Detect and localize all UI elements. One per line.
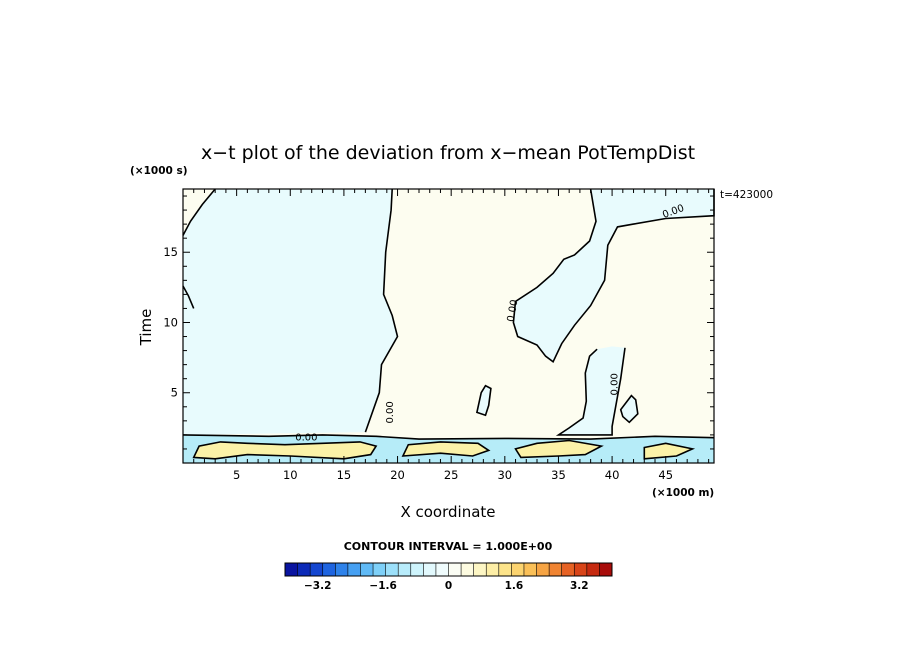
y-tick-label: 10 [163, 315, 178, 329]
x-unit-label: (×1000 m) [652, 487, 714, 499]
warm-patch [193, 441, 377, 459]
colorbar-tick-label: 1.6 [505, 580, 524, 592]
negative-region-upper-right [513, 189, 714, 362]
x-tick-label: 25 [444, 468, 459, 482]
contour-line [401, 441, 491, 457]
contour-line [643, 442, 696, 460]
contour-line [192, 441, 378, 460]
colorbar-swatch [574, 563, 588, 576]
colorbar-swatch [549, 563, 562, 576]
colorbar-frame [284, 562, 613, 577]
contour-interval-text: CONTOUR INTERVAL = 1.000E+00 [344, 540, 553, 553]
colorbar-tick-label: −3.2 [304, 580, 331, 592]
negative-region-left [183, 189, 398, 435]
colorbar-tick-label: 3.2 [570, 580, 589, 592]
colorbar-swatch [536, 563, 550, 576]
contour-label: 0.00 [609, 373, 620, 395]
contour-label: 0.00 [506, 299, 521, 323]
time-stamp: t=423000 [720, 189, 773, 201]
x-tick-label: 15 [337, 468, 352, 482]
colorbar-swatch [498, 563, 512, 576]
colorbar-swatch [310, 563, 324, 576]
colorbar-tick-label: −1.6 [369, 580, 396, 592]
colorbar-swatch [398, 563, 412, 576]
colorbar-swatch [297, 563, 311, 576]
zero-contour-line [555, 347, 626, 436]
negative-patch [620, 395, 638, 423]
colorbar-swatch [285, 563, 298, 576]
colorbar-swatch [335, 563, 349, 576]
x-tick-label: 30 [497, 468, 512, 482]
colorbar-swatch [373, 563, 386, 576]
colorbar-swatch [360, 563, 374, 576]
contour-line [514, 439, 604, 459]
x-tick-label: 10 [283, 468, 298, 482]
zero-contour-line [364, 188, 399, 433]
colorbar-swatch [435, 563, 449, 576]
y-unit-label: (×1000 s) [130, 165, 188, 177]
colorbar-swatch [385, 563, 399, 576]
colorbar-swatch [473, 563, 487, 576]
warm-patch [402, 441, 489, 456]
colorbar-swatch [511, 563, 525, 576]
y-tick-label: 5 [171, 386, 178, 400]
plot-area: 0.000.000.000.000.00 5 10 15 20 25 30 35 40 4551… [163, 188, 715, 482]
contour-label: 0.00 [385, 401, 396, 423]
colorbar-swatch [322, 563, 336, 576]
x-tick-label: 35 [551, 468, 566, 482]
colorbar-swatch [461, 563, 474, 576]
colorbar-swatch [561, 563, 575, 576]
plot-frame [182, 188, 715, 464]
colorbar: −3.2 −1.6 0 1.6 3.2 [284, 562, 613, 592]
chart-title: x−t plot of the deviation from x−mean Po… [201, 142, 695, 164]
x-tick-label: 5 [233, 468, 240, 482]
contour-label: 0.00 [295, 433, 317, 444]
x-tick-label: 20 [390, 468, 405, 482]
zero-contour-line [182, 188, 216, 236]
colorbar-swatch [599, 563, 613, 576]
x-tick-label: 45 [658, 468, 673, 482]
colorbar-swatch [423, 563, 437, 576]
contour-line [619, 394, 639, 424]
y-axis-label: Time [137, 309, 155, 347]
colorbar-swatch [448, 563, 462, 576]
colorbar-swatch [523, 563, 537, 576]
zero-contour-line [512, 188, 715, 364]
colorbar-swatch [347, 563, 361, 576]
x-axis-label: X coordinate [400, 503, 495, 521]
colorbar-swatch [410, 563, 424, 576]
y-tick-label: 15 [163, 245, 178, 259]
x-tick-label: 40 [605, 468, 620, 482]
negative-region-lower-right [558, 346, 625, 435]
contour-line [475, 384, 492, 417]
colorbar-swatch [486, 563, 500, 576]
contour-line [182, 434, 715, 440]
colorbar-tick-label: 0 [445, 580, 452, 592]
zero-contour-line [182, 285, 195, 309]
warm-patch [515, 440, 602, 458]
colorbar-swatch [586, 563, 600, 576]
